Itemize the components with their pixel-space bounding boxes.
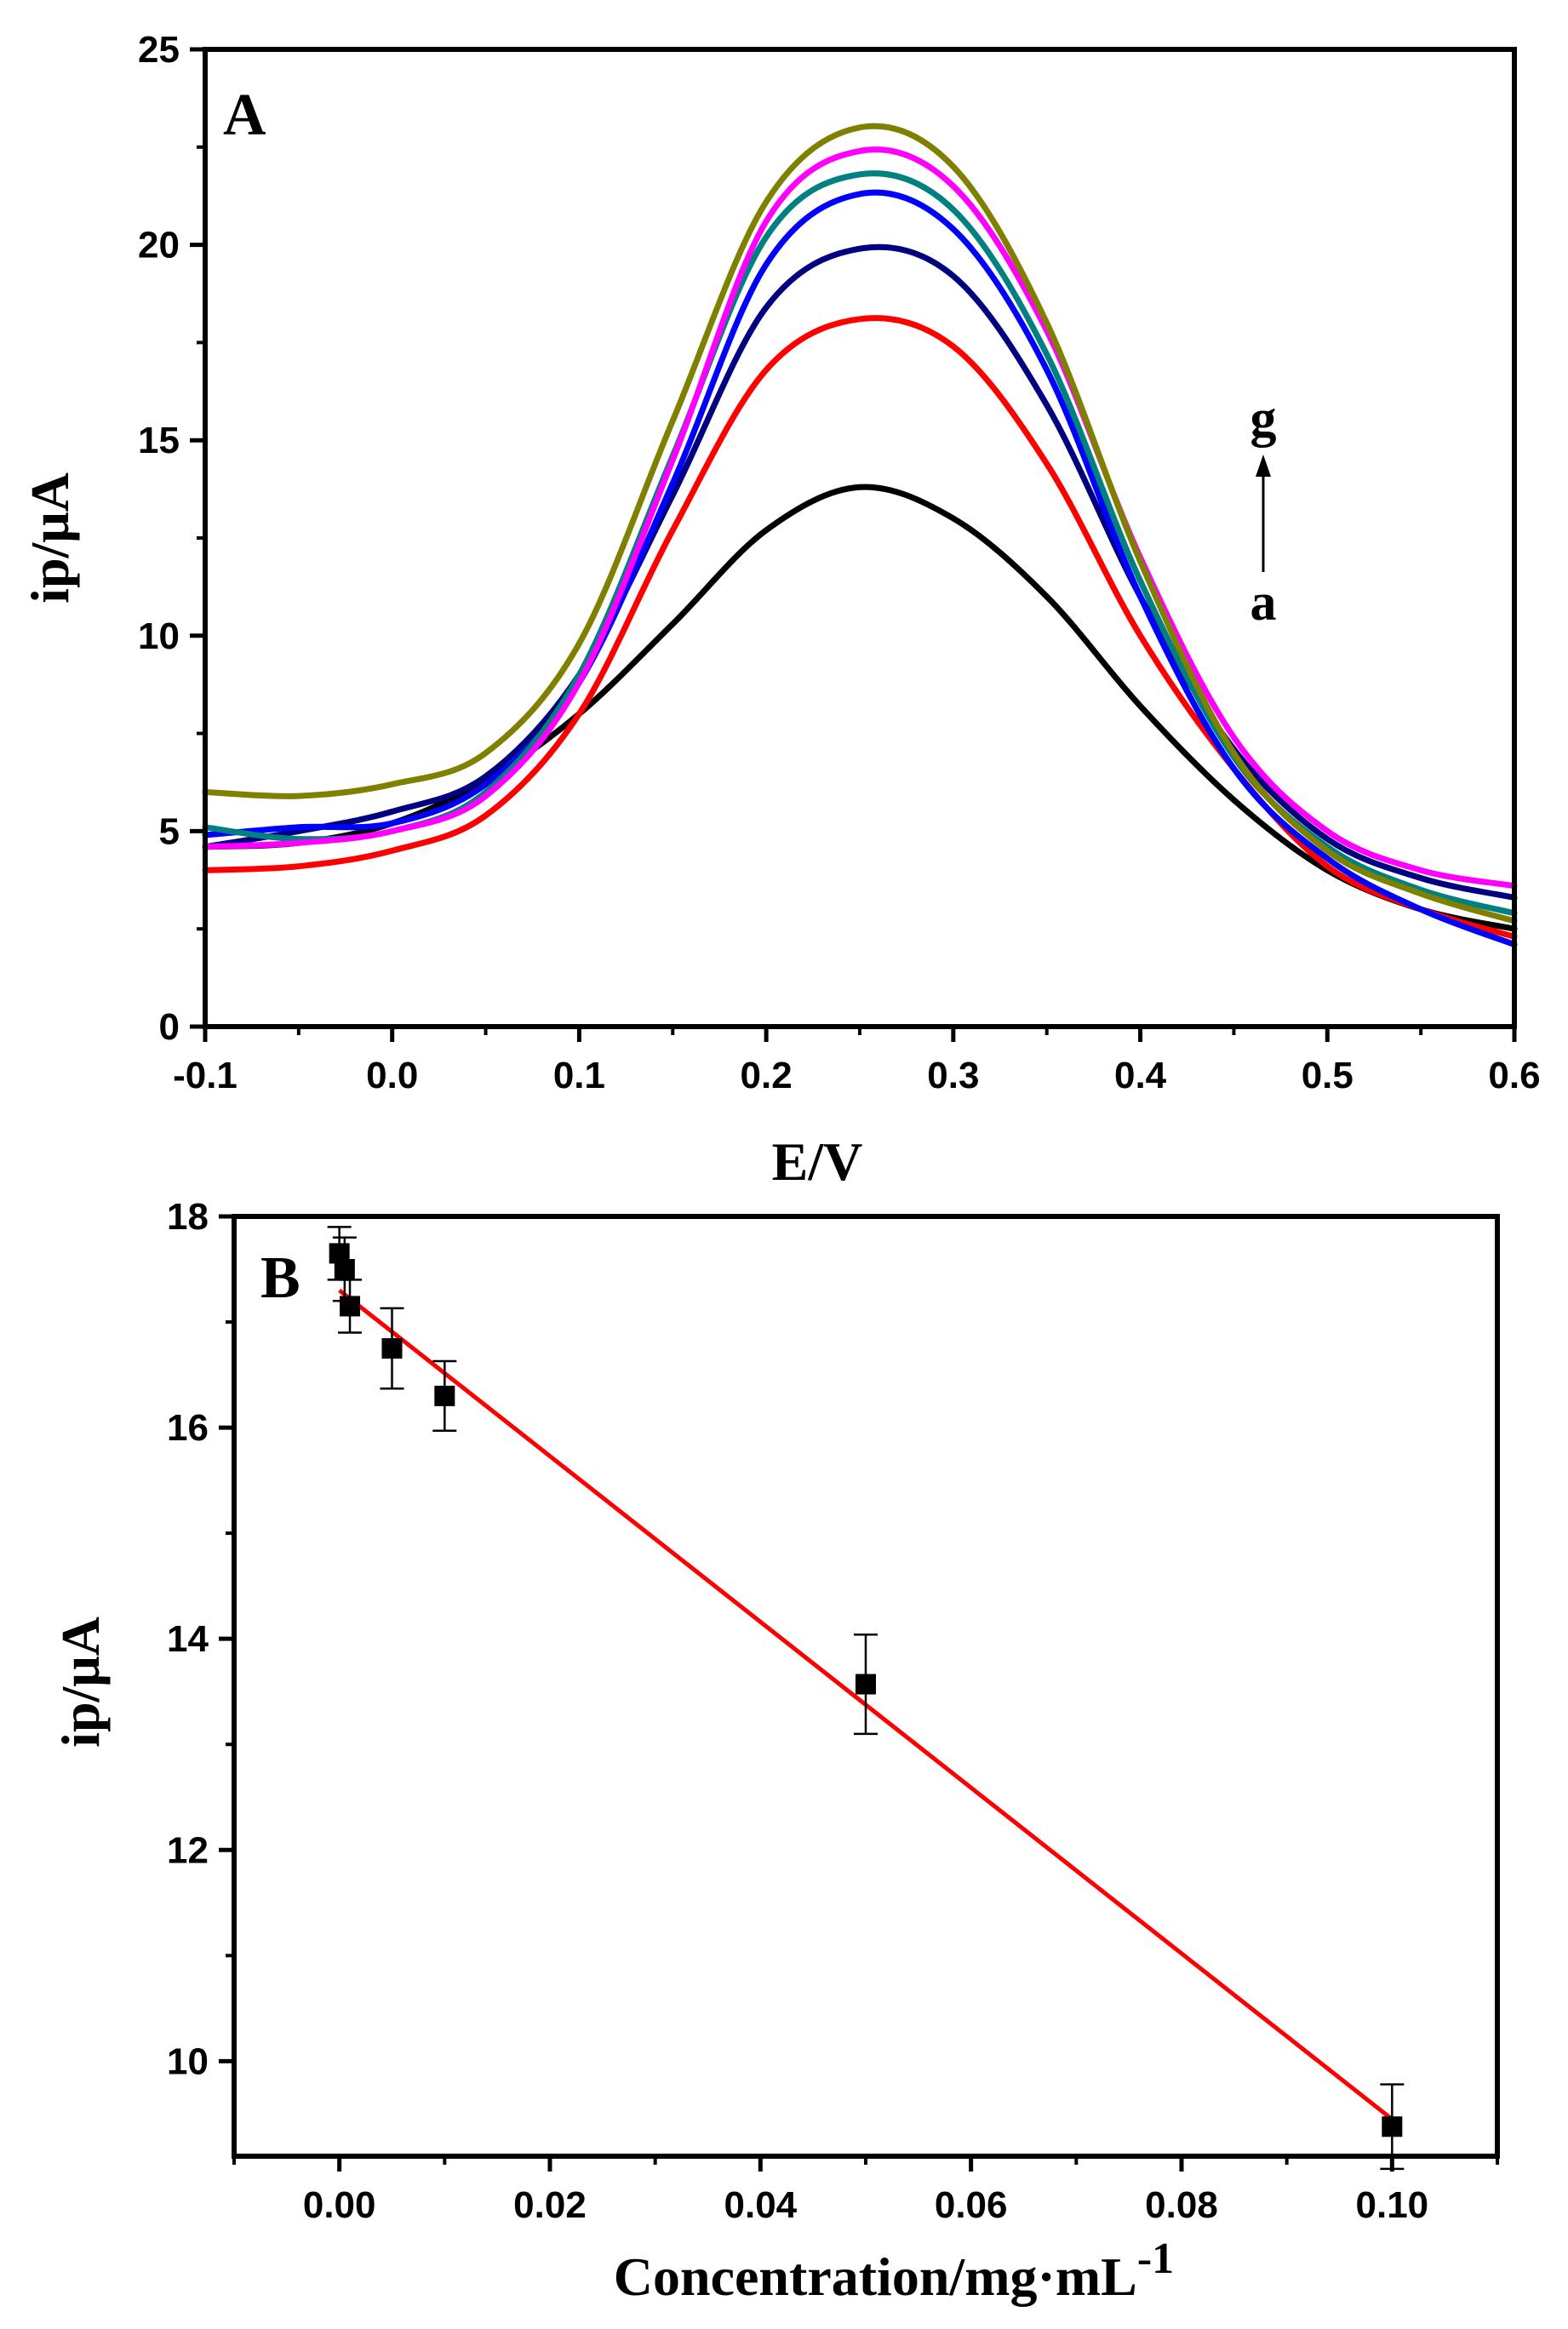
panel-b-points [327, 1226, 1405, 2171]
panel-b: 0.00 0.02 0.04 0.06 0.08 0.10 10 12 14 16 18 B Co… [50, 1196, 1500, 2307]
y-tick-label: 12 [167, 1829, 209, 1871]
panel-a-y-axis-title: ip/μA [20, 472, 80, 604]
y-tick-label: 20 [138, 225, 180, 266]
panel-b-y-ticks: 10 12 14 16 18 [167, 1196, 234, 2082]
panel-b-x-axis-title-superscript: -1 [1137, 2235, 1174, 2283]
series-line-1 [202, 484, 1518, 932]
x-tick-label: -0.1 [173, 1055, 237, 1096]
panel-b-y-axis-title: ip/μA [50, 1617, 111, 1748]
data-point [338, 1279, 363, 1334]
x-tick-label: 0.2 [741, 1055, 793, 1096]
series-line-6 [202, 146, 1518, 890]
y-tick-label: 10 [167, 2040, 209, 2082]
x-tick-label: 0.5 [1302, 1055, 1353, 1096]
data-point [854, 1633, 878, 1736]
point-marker [381, 1338, 403, 1359]
panel-a: -0.1 0.0 0.1 0.2 0.3 0.4 0.5 0.6 0 5 10 15 20 25 A E… [20, 29, 1541, 1192]
panel-a-series [202, 123, 1518, 948]
series-line-4 [202, 189, 1518, 948]
point-marker [1382, 2116, 1403, 2137]
y-tick-label: 15 [138, 420, 180, 461]
data-point [432, 1359, 457, 1433]
panel-b-label: B [260, 1245, 300, 1311]
point-marker [856, 1674, 876, 1695]
y-tick-label: 10 [138, 615, 180, 657]
y-tick-label: 16 [167, 1407, 209, 1449]
y-tick-label: 5 [159, 810, 180, 852]
point-marker [334, 1259, 355, 1280]
annotation-a: a [1250, 574, 1277, 632]
panel-b-x-axis-title: Concentration/mg·mL-1 [614, 2235, 1174, 2307]
series-line-3 [202, 243, 1518, 901]
panel-b-x-ticks: 0.00 0.02 0.04 0.06 0.08 0.10 [232, 2156, 1499, 2226]
panel-a-x-axis-title: E/V [772, 1131, 863, 1192]
x-tick-label: 0.3 [927, 1055, 979, 1096]
panel-a-y-ticks: 0 5 10 15 20 25 [138, 29, 205, 1048]
x-tick-label: 0.6 [1488, 1055, 1540, 1096]
y-tick-label: 0 [159, 1006, 180, 1048]
x-tick-label: 0.0 [366, 1055, 418, 1096]
y-tick-label: 14 [167, 1618, 209, 1660]
panel-a-x-ticks: -0.1 0.0 0.1 0.2 0.3 0.4 0.5 0.6 [173, 1027, 1541, 1096]
x-tick-label: 0.02 [513, 2184, 587, 2226]
x-tick-label: 0.10 [1356, 2184, 1429, 2226]
x-tick-label: 0.06 [935, 2184, 1008, 2226]
x-tick-label: 0.04 [724, 2184, 798, 2226]
series-line-5 [202, 170, 1518, 917]
x-tick-label: 0.1 [553, 1055, 605, 1096]
point-marker [434, 1385, 455, 1406]
data-point [380, 1307, 404, 1390]
panel-a-label: A [223, 83, 266, 148]
x-tick-label: 0.08 [1145, 2184, 1218, 2226]
series-line-7 [202, 123, 1518, 924]
y-tick-label: 25 [138, 29, 180, 71]
x-tick-label: 0.4 [1114, 1055, 1167, 1096]
x-tick-label: 0.00 [303, 2184, 376, 2226]
annotation-arrow-head [1256, 455, 1271, 477]
annotation-g: g [1250, 390, 1277, 448]
panel-b-x-axis-title-main: Concentration/mg·mL [614, 2246, 1137, 2307]
point-marker [340, 1296, 361, 1317]
y-tick-label: 18 [167, 1196, 209, 1238]
